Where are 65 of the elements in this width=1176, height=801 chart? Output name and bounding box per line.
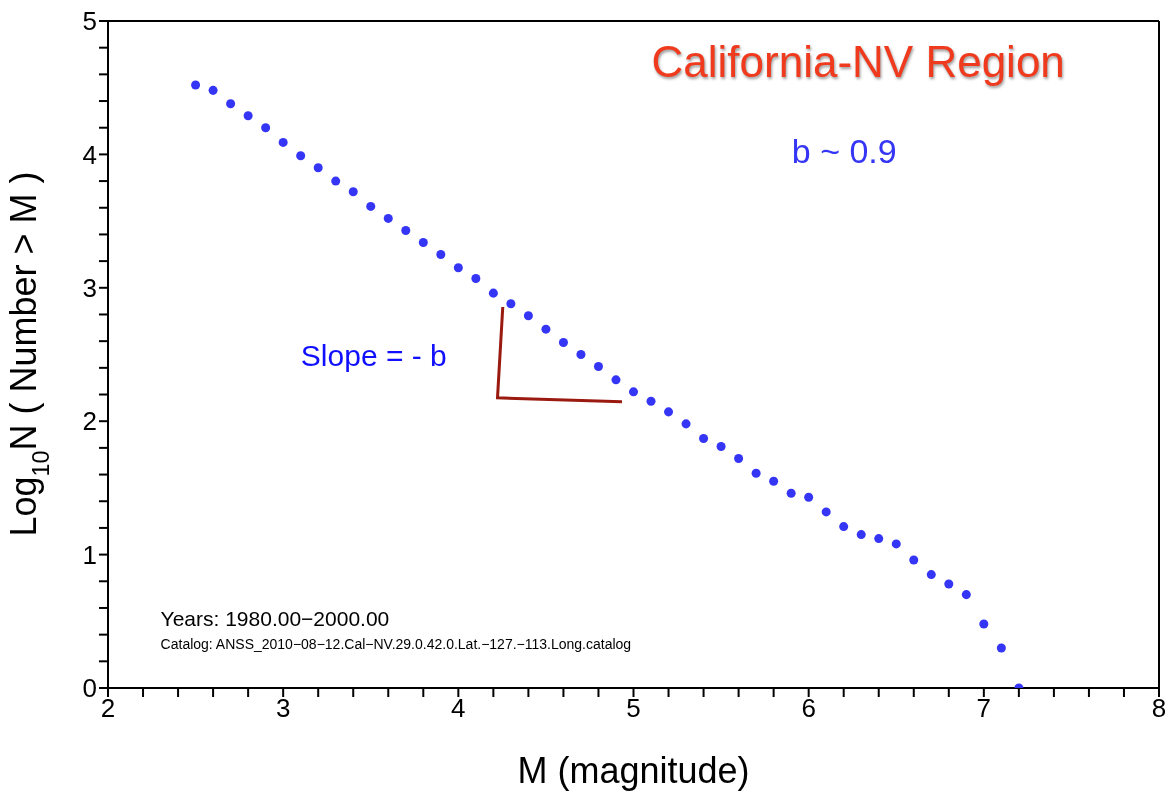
- point: [716, 442, 726, 452]
- point: [261, 123, 271, 133]
- point: [681, 419, 691, 429]
- annotation: b ~ 0.9: [791, 131, 897, 170]
- point: [348, 187, 358, 197]
- point: [418, 237, 428, 247]
- x-tick-label: 8: [1151, 693, 1167, 724]
- point: [646, 396, 656, 406]
- point: [628, 387, 639, 397]
- point: [891, 539, 901, 549]
- point: [436, 249, 446, 259]
- x-tick-label: 5: [626, 693, 641, 724]
- point: [786, 488, 796, 498]
- point: [576, 349, 586, 360]
- x-tick-label: 6: [801, 693, 816, 724]
- point: [558, 337, 568, 347]
- point: [996, 643, 1006, 653]
- annotation: California-NV Region: [651, 37, 1065, 87]
- point: [278, 137, 288, 147]
- x-axis-title: M (magnitude): [517, 750, 750, 791]
- point: [506, 299, 516, 309]
- y-tick-label: 5: [82, 6, 97, 37]
- point: [313, 163, 323, 173]
- point: [839, 522, 849, 532]
- x-tick-label: 4: [451, 693, 466, 724]
- annotation: Slope = - b: [300, 338, 447, 372]
- point: [541, 324, 551, 334]
- point: [734, 454, 744, 464]
- y-tick-label: 2: [82, 406, 97, 437]
- point: [401, 225, 411, 235]
- y-tick-label: 4: [82, 139, 97, 170]
- point: [191, 80, 201, 90]
- point: [699, 434, 709, 444]
- point: [296, 151, 306, 161]
- point: [488, 288, 498, 298]
- y-tick-label: 3: [82, 273, 97, 304]
- point: [769, 476, 779, 486]
- x-tick-label: 3: [275, 693, 291, 724]
- point: [523, 311, 533, 321]
- point: [243, 111, 253, 121]
- point: [226, 99, 236, 109]
- point: [856, 530, 866, 540]
- point: [804, 492, 814, 502]
- point: [383, 213, 393, 223]
- point: [453, 263, 463, 273]
- point: [471, 273, 481, 283]
- point: [208, 85, 218, 95]
- annotation: Years: 1980.00−2000.00: [160, 606, 390, 630]
- point: [593, 362, 603, 372]
- point: [821, 507, 831, 517]
- y-tick-label: 1: [82, 539, 97, 570]
- x-tick-label: 7: [976, 693, 992, 724]
- point: [979, 619, 989, 629]
- point: [874, 534, 884, 544]
- point: [611, 375, 621, 385]
- point: [366, 201, 376, 211]
- point: [926, 570, 936, 580]
- annotation: Catalog: ANSS_2010−08−12.Cal−NV.29.0.42.0.Lat.−127.−113.Long.catalog: [160, 636, 632, 653]
- point: [331, 176, 341, 186]
- y-tick-label: 0: [82, 673, 97, 704]
- point: [909, 555, 919, 565]
- point: [664, 407, 674, 417]
- point: [961, 590, 971, 600]
- point: [751, 468, 761, 478]
- point: [944, 579, 954, 589]
